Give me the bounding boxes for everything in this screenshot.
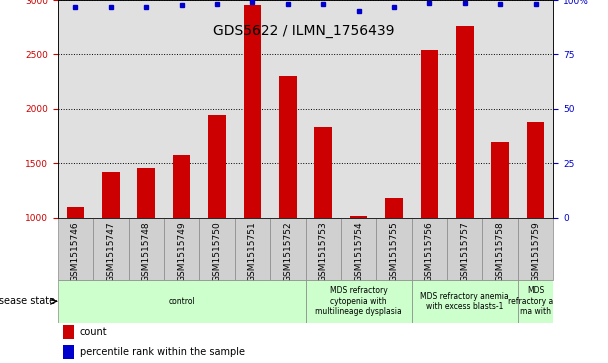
Bar [491,142,509,218]
Bar [376,218,412,280]
Bar [350,216,367,218]
Text: percentile rank within the sample: percentile rank within the sample [80,347,244,357]
Text: GSM1515748: GSM1515748 [142,221,151,282]
Bar [199,218,235,280]
Bar [235,218,270,280]
Text: GSM1515749: GSM1515749 [177,221,186,282]
Text: disease state: disease state [0,296,55,306]
Bar [305,218,341,280]
Text: GSM1515754: GSM1515754 [354,221,363,282]
Bar [518,218,553,280]
Bar [137,168,155,218]
Bar [279,76,297,218]
Bar [270,218,305,280]
Text: MDS refractory anemia
with excess blasts-1: MDS refractory anemia with excess blasts… [420,291,509,311]
Bar [456,26,474,218]
Bar [58,218,93,280]
Bar [102,172,120,218]
Text: GSM1515752: GSM1515752 [283,221,292,282]
Text: GSM1515758: GSM1515758 [496,221,505,282]
Text: GSM1515750: GSM1515750 [213,221,221,282]
Text: GSM1515759: GSM1515759 [531,221,540,282]
Bar [341,218,376,280]
Bar [128,218,164,280]
Bar [67,207,85,218]
Text: count: count [80,327,107,337]
Bar [93,218,128,280]
Text: GSM1515751: GSM1515751 [248,221,257,282]
Bar [314,127,332,218]
Text: MDS
refractory ane
ma with: MDS refractory ane ma with [508,286,563,316]
Bar [208,115,226,218]
Text: GSM1515746: GSM1515746 [71,221,80,282]
Text: GSM1515756: GSM1515756 [425,221,434,282]
Text: control: control [168,297,195,306]
Text: GDS5622 / ILMN_1756439: GDS5622 / ILMN_1756439 [213,24,395,38]
Text: GSM1515753: GSM1515753 [319,221,328,282]
Bar [244,5,261,218]
Bar [385,198,403,218]
Text: GSM1515755: GSM1515755 [390,221,398,282]
Bar [447,218,483,280]
Text: GSM1515747: GSM1515747 [106,221,116,282]
Bar [305,280,412,323]
Text: MDS refractory
cytopenia with
multilineage dysplasia: MDS refractory cytopenia with multilinea… [315,286,402,316]
Bar [58,280,305,323]
Bar [412,280,518,323]
Bar [527,122,544,218]
Text: GSM1515757: GSM1515757 [460,221,469,282]
Bar [173,155,190,218]
Bar [518,280,553,323]
Bar [164,218,199,280]
Bar [63,325,74,339]
Bar [412,218,447,280]
Bar [421,50,438,218]
Bar [483,218,518,280]
Bar [63,345,74,359]
